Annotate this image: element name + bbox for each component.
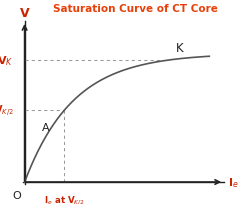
Text: I$_e$ at V$_{K/2}$: I$_e$ at V$_{K/2}$	[44, 193, 85, 204]
Text: I$_e$: I$_e$	[228, 175, 238, 189]
Text: Saturation Curve of CT Core: Saturation Curve of CT Core	[53, 4, 218, 14]
Text: O: O	[13, 190, 22, 200]
Text: V$_{K/2}$: V$_{K/2}$	[0, 103, 13, 118]
Text: V: V	[20, 7, 29, 20]
Text: K: K	[176, 42, 184, 55]
Text: A: A	[42, 123, 50, 133]
Text: V$_K$: V$_K$	[0, 54, 13, 68]
